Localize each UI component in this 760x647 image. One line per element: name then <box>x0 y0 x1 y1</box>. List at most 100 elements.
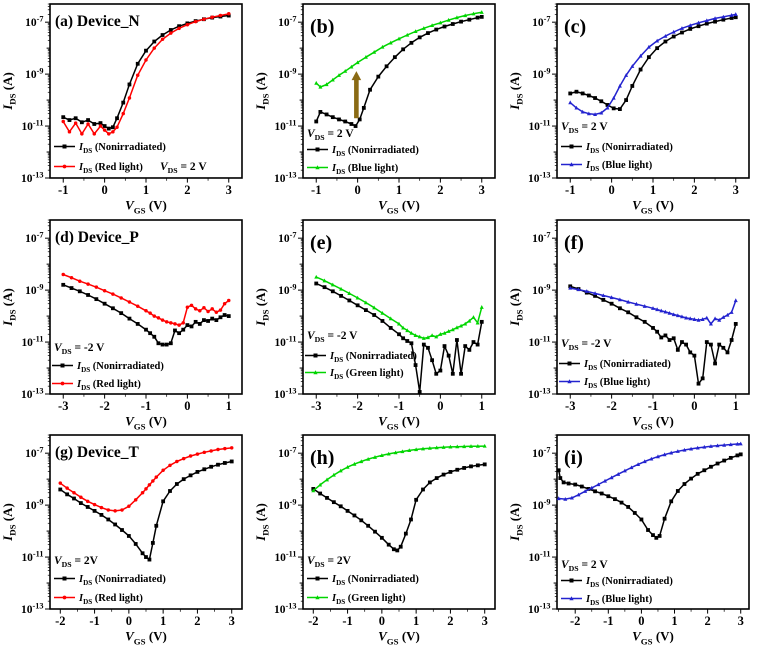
y-tick-label: 10-9 <box>278 498 296 512</box>
data-point-marker <box>617 107 622 111</box>
data-point-marker <box>67 118 72 122</box>
legend-entry-i-ds-blue-light-: IDS (Blue light) <box>307 163 399 176</box>
y-tick-label: 10-9 <box>532 282 550 296</box>
data-point-marker <box>679 314 684 318</box>
data-point-marker <box>576 492 581 497</box>
data-point-marker <box>430 357 435 362</box>
data-point-marker <box>617 83 622 88</box>
data-point-marker <box>331 282 336 287</box>
data-point-marker <box>655 454 660 459</box>
data-point-marker <box>609 301 614 306</box>
data-point-marker <box>349 122 354 126</box>
data-point-marker <box>667 337 672 342</box>
data-point-marker <box>140 551 145 556</box>
data-point-marker <box>612 497 617 502</box>
panel-title-b: (b) <box>310 16 334 38</box>
data-point-marker <box>582 489 587 494</box>
axis-ticks <box>298 3 483 183</box>
data-point-marker <box>642 303 647 308</box>
data-point-marker <box>701 445 706 450</box>
vds-annotation: VDS = 2V <box>54 555 99 569</box>
panel-d: 10-13 10-11 10-9 10-7 -3 -2 -1 0 1 VGS (V) IDS (A)… <box>0 215 254 432</box>
legend-entry-i-ds-nonirradiated-: IDS (Nonirradiated) <box>305 351 418 364</box>
data-point-marker <box>413 332 418 337</box>
legend-entry-i-ds-red-light-: IDS (Red light) <box>54 162 143 175</box>
plot-frame <box>555 434 750 611</box>
legend-label: IDS (Nonirradiated) <box>78 574 166 587</box>
data-point-marker <box>395 548 400 553</box>
x-tick-label: 1 <box>479 399 485 413</box>
data-point-marker <box>428 480 433 485</box>
data-point-marker <box>729 309 734 314</box>
data-point-marker <box>606 494 610 499</box>
x-tick-label: 3 <box>229 614 235 628</box>
legend-label: IDS (Red light) <box>76 379 141 392</box>
chart-b: 10-13 10-11 10-9 10-7 -1 0 1 2 3 VGS (V) IDS (A) (b… <box>253 0 507 216</box>
data-point-marker <box>168 463 172 468</box>
x-tick-label: -1 <box>141 399 151 413</box>
vds-annotation: VDS = -2 V <box>54 342 105 356</box>
data-point-marker <box>314 274 319 279</box>
data-point-marker <box>704 315 709 320</box>
data-point-marker <box>682 482 687 487</box>
data-point-marker <box>150 541 155 546</box>
data-point-marker <box>434 334 439 339</box>
data-point-marker <box>364 300 369 304</box>
data-point-marker <box>687 316 692 320</box>
data-point-marker <box>659 335 663 340</box>
data-point-marker <box>695 472 700 477</box>
data-point-marker <box>598 110 603 115</box>
data-point-marker <box>422 335 427 340</box>
y-tick-label: 10-13 <box>21 170 44 184</box>
data-point-marker <box>650 533 655 538</box>
data-point-marker <box>605 105 610 110</box>
data-point-marker <box>393 450 398 455</box>
series-line-red-light <box>59 447 232 512</box>
data-point-marker <box>611 95 616 100</box>
data-point-marker <box>426 31 431 35</box>
data-point-marker <box>227 298 231 302</box>
data-point-marker <box>106 508 111 513</box>
data-point-marker <box>568 91 572 96</box>
legend-entry-i-ds-green-light-: IDS (Green light) <box>305 368 404 381</box>
y-tick-label: 10-13 <box>528 170 551 184</box>
data-point-marker <box>558 476 562 481</box>
data-point-marker <box>135 304 140 308</box>
data-point-marker <box>617 306 622 310</box>
data-point-marker <box>160 33 165 37</box>
data-point-marker <box>135 61 140 66</box>
data-point-marker <box>102 301 107 306</box>
data-point-marker <box>318 84 323 89</box>
data-point-marker <box>86 118 90 122</box>
data-point-marker <box>448 470 453 475</box>
legend-label: IDS (Red light) <box>78 162 143 175</box>
x-tick-label: 2 <box>438 183 444 197</box>
panel-i: 10-13 10-11 10-9 10-7 -2 -1 0 1 2 3 VGS (V) IDS (A)… <box>506 431 760 647</box>
legend-label: IDS (Nonirradiated) <box>331 574 419 587</box>
data-point-marker <box>721 458 726 463</box>
data-point-marker <box>169 320 173 325</box>
data-point-marker <box>663 333 667 337</box>
data-point-marker <box>418 389 422 394</box>
data-point-marker <box>362 106 367 110</box>
data-point-marker <box>397 36 402 41</box>
data-point-marker <box>725 312 730 317</box>
data-point-marker <box>339 504 343 509</box>
data-point-marker <box>599 491 604 496</box>
data-point-marker <box>168 28 173 32</box>
series-nonirradiated <box>314 281 484 394</box>
data-point-marker <box>696 317 701 322</box>
data-point-marker <box>164 319 169 324</box>
data-point-marker <box>721 443 726 448</box>
y-axis-label: IDS (A) <box>0 288 18 327</box>
data-point-marker <box>152 39 157 44</box>
data-point-marker <box>209 449 213 454</box>
data-point-marker <box>645 528 650 533</box>
series-green-light <box>311 444 488 493</box>
data-point-marker <box>385 64 389 69</box>
data-point-marker <box>111 292 115 296</box>
data-point-marker <box>127 82 132 87</box>
data-point-marker <box>671 311 676 316</box>
data-point-marker <box>569 496 574 500</box>
data-point-marker <box>592 96 597 100</box>
